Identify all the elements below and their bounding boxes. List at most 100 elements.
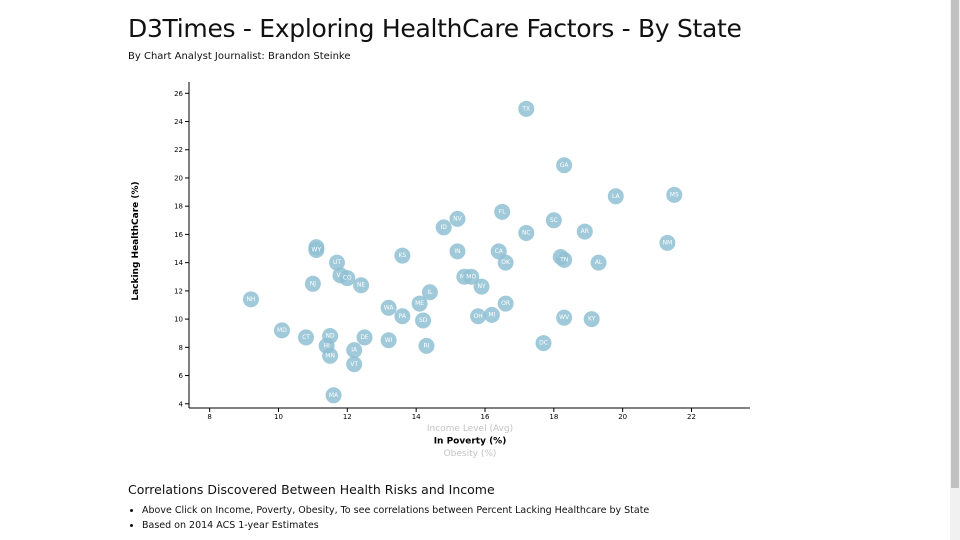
state-point[interactable]: MS bbox=[666, 186, 683, 203]
state-marker[interactable] bbox=[435, 219, 452, 236]
state-point[interactable]: CT bbox=[298, 329, 315, 346]
state-marker[interactable] bbox=[556, 251, 573, 268]
x-axis-label-option[interactable]: Income Level (Avg) bbox=[427, 424, 513, 434]
state-point[interactable]: SC bbox=[545, 212, 562, 229]
state-point[interactable]: FL bbox=[494, 203, 511, 220]
state-marker[interactable] bbox=[463, 268, 480, 285]
state-label: CO bbox=[343, 275, 352, 282]
state-marker[interactable] bbox=[473, 278, 490, 295]
state-marker[interactable] bbox=[449, 210, 466, 227]
state-point[interactable]: MI bbox=[483, 306, 500, 323]
state-marker[interactable] bbox=[356, 329, 373, 346]
state-point[interactable]: MA bbox=[325, 387, 342, 404]
state-marker[interactable] bbox=[659, 234, 676, 251]
state-marker[interactable] bbox=[394, 247, 411, 264]
state-point[interactable]: OH bbox=[470, 308, 487, 325]
state-point[interactable]: PA bbox=[394, 308, 411, 325]
scrollbar-thumb[interactable] bbox=[951, 0, 959, 488]
vertical-scrollbar[interactable] bbox=[950, 0, 960, 540]
state-point[interactable]: TX bbox=[518, 100, 535, 117]
state-point[interactable]: KS bbox=[394, 247, 411, 264]
state-point[interactable]: TN bbox=[556, 251, 573, 268]
state-label: TX bbox=[521, 105, 530, 112]
state-point[interactable]: OK bbox=[497, 254, 514, 271]
state-marker[interactable] bbox=[242, 291, 259, 308]
state-marker[interactable] bbox=[590, 254, 607, 271]
state-point[interactable]: NY bbox=[473, 278, 490, 295]
state-marker[interactable] bbox=[607, 188, 624, 205]
state-marker[interactable] bbox=[298, 329, 315, 346]
state-marker[interactable] bbox=[346, 356, 363, 373]
state-point[interactable]: DE bbox=[356, 329, 373, 346]
state-label: MA bbox=[329, 392, 339, 399]
state-label: ID bbox=[440, 224, 447, 231]
state-marker[interactable] bbox=[556, 157, 573, 174]
state-point[interactable]: AR bbox=[576, 223, 593, 240]
state-marker[interactable] bbox=[576, 223, 593, 240]
state-point[interactable]: NC bbox=[518, 225, 535, 242]
state-point[interactable]: RI bbox=[418, 337, 435, 354]
state-marker[interactable] bbox=[449, 243, 466, 260]
state-marker[interactable] bbox=[325, 387, 342, 404]
state-marker[interactable] bbox=[483, 306, 500, 323]
state-point[interactable]: IN bbox=[449, 243, 466, 260]
state-marker[interactable] bbox=[421, 284, 438, 301]
state-point[interactable]: VT bbox=[346, 356, 363, 373]
state-marker[interactable] bbox=[308, 241, 325, 258]
state-point[interactable]: KY bbox=[583, 311, 600, 328]
state-marker[interactable] bbox=[394, 308, 411, 325]
state-marker[interactable] bbox=[380, 299, 397, 316]
state-marker[interactable] bbox=[328, 254, 345, 271]
state-marker[interactable] bbox=[411, 295, 428, 312]
state-marker[interactable] bbox=[545, 212, 562, 229]
state-point[interactable]: MD bbox=[273, 322, 290, 339]
state-point[interactable]: NE bbox=[353, 277, 370, 294]
x-axis-label-option[interactable]: In Poverty (%) bbox=[434, 437, 507, 447]
state-point[interactable]: SD bbox=[415, 312, 432, 329]
state-marker[interactable] bbox=[339, 270, 356, 287]
state-marker[interactable] bbox=[304, 275, 321, 292]
state-marker[interactable] bbox=[273, 322, 290, 339]
x-tick-label: 22 bbox=[687, 413, 696, 421]
state-marker[interactable] bbox=[556, 309, 573, 326]
state-marker[interactable] bbox=[535, 335, 552, 352]
state-point[interactable]: WA bbox=[380, 299, 397, 316]
state-marker[interactable] bbox=[518, 100, 535, 117]
state-point[interactable]: NH bbox=[242, 291, 259, 308]
state-point[interactable]: MO bbox=[463, 268, 480, 285]
state-point[interactable]: UT bbox=[328, 254, 345, 271]
state-point[interactable]: NJ bbox=[304, 275, 321, 292]
state-point[interactable]: GA bbox=[556, 157, 573, 174]
state-point[interactable]: DC bbox=[535, 335, 552, 352]
state-point[interactable]: NM bbox=[659, 234, 676, 251]
state-point[interactable]: LA bbox=[607, 188, 624, 205]
state-point[interactable]: WI bbox=[380, 332, 397, 349]
state-point[interactable]: ID bbox=[435, 219, 452, 236]
x-axis-label-option[interactable]: Obesity (%) bbox=[444, 449, 497, 459]
state-marker[interactable] bbox=[666, 186, 683, 203]
state-marker[interactable] bbox=[518, 225, 535, 242]
state-marker[interactable] bbox=[380, 332, 397, 349]
state-point[interactable]: WV bbox=[556, 309, 573, 326]
state-marker[interactable] bbox=[583, 311, 600, 328]
state-point[interactable]: WY bbox=[308, 241, 325, 258]
state-marker[interactable] bbox=[353, 277, 370, 294]
state-point[interactable]: CO bbox=[339, 270, 356, 287]
state-point[interactable]: NV bbox=[449, 210, 466, 227]
state-marker[interactable] bbox=[494, 203, 511, 220]
state-marker[interactable] bbox=[322, 347, 339, 364]
state-marker[interactable] bbox=[497, 254, 514, 271]
state-point[interactable]: AL bbox=[590, 254, 607, 271]
state-label: NM bbox=[663, 239, 673, 246]
state-marker[interactable] bbox=[497, 295, 514, 312]
state-point[interactable]: IA bbox=[346, 342, 363, 359]
y-axis-label[interactable]: Lacking HealthCare (%) bbox=[131, 181, 141, 300]
state-marker[interactable] bbox=[470, 308, 487, 325]
state-marker[interactable] bbox=[415, 312, 432, 329]
state-point[interactable]: OR bbox=[497, 295, 514, 312]
state-point[interactable]: ME bbox=[411, 295, 428, 312]
state-marker[interactable] bbox=[418, 337, 435, 354]
state-marker[interactable] bbox=[346, 342, 363, 359]
state-point[interactable]: MN bbox=[322, 347, 339, 364]
state-point[interactable]: IL bbox=[421, 284, 438, 301]
